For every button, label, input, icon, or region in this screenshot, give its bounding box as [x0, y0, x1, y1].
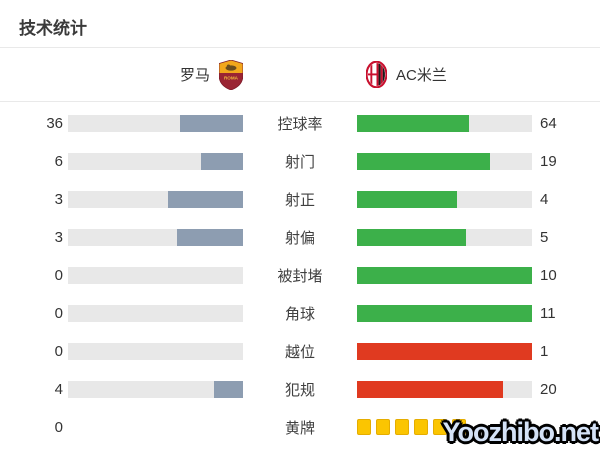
home-value: 0	[54, 342, 63, 360]
home-value: 0	[54, 418, 63, 436]
stat-row: 36 控球率 64	[0, 104, 600, 142]
away-value: 20	[540, 380, 557, 398]
home-bar-fill	[177, 228, 243, 246]
stat-label: 射门	[284, 153, 315, 171]
stat-row: 3 射偏 5	[0, 218, 600, 256]
home-bar	[68, 190, 243, 208]
home-bar	[68, 304, 243, 322]
watermark: Yoozhibo.net	[442, 417, 599, 447]
away-bar	[357, 190, 532, 208]
away-bar	[357, 266, 532, 284]
stat-label: 黄牌	[284, 419, 315, 437]
stat-row: 0 被封堵 10	[0, 256, 600, 294]
away-bar	[357, 342, 532, 360]
away-bar-fill	[357, 190, 457, 208]
home-bar-fill	[213, 380, 243, 398]
divider-top	[0, 47, 600, 48]
away-value: 19	[540, 152, 557, 170]
teams-header: 罗马 ROMA	[0, 48, 600, 101]
away-yellow-cards	[357, 419, 532, 435]
away-value: 10	[540, 266, 557, 284]
stat-row: 0 黄牌	[0, 408, 600, 446]
stat-label: 射偏	[284, 229, 315, 247]
home-bar	[68, 266, 243, 284]
home-bar-fill	[168, 190, 243, 208]
away-bar-fill	[357, 380, 503, 398]
stat-row: 0 越位 1	[0, 332, 600, 370]
home-value: 0	[54, 304, 63, 322]
home-team-name: 罗马	[179, 67, 210, 84]
away-value: 64	[540, 114, 557, 132]
home-bar	[68, 380, 243, 398]
away-bar	[357, 304, 532, 322]
stats-rows: 36 控球率 64 6 射门 19 3 射正 4 3 射偏 5 0 被封堵 10 0 角球 11 0 越位 1 4 犯规 20…	[0, 102, 600, 446]
away-bar-fill	[357, 266, 532, 284]
home-bar	[68, 114, 243, 132]
away-bar-fill	[357, 342, 532, 360]
away-team-name: AC米兰	[396, 67, 447, 84]
away-value: 11	[540, 304, 556, 322]
stat-label: 射正	[284, 191, 315, 209]
home-bar	[68, 342, 243, 360]
home-value: 3	[54, 190, 63, 208]
home-team-header: 罗马 ROMA	[0, 59, 300, 90]
away-bar-fill	[357, 152, 490, 170]
away-value: 1	[540, 342, 549, 360]
svg-text:ROMA: ROMA	[224, 75, 239, 80]
home-bar-fill	[201, 152, 243, 170]
roma-crest-icon: ROMA	[219, 59, 243, 90]
home-value: 36	[46, 114, 63, 132]
page-title: 技术统计	[19, 19, 87, 38]
yellow-card-icon	[433, 419, 447, 435]
away-bar	[357, 152, 532, 170]
away-bar	[357, 114, 532, 132]
divider-header	[0, 101, 600, 102]
away-bar-fill	[357, 228, 467, 246]
stat-label: 被封堵	[277, 267, 323, 285]
stat-label: 控球率	[277, 115, 323, 133]
away-bar-fill	[357, 304, 532, 322]
yellow-card-icon	[395, 419, 409, 435]
stat-label: 越位	[284, 343, 315, 361]
home-value: 0	[54, 266, 63, 284]
away-bar	[357, 380, 532, 398]
home-value: 4	[54, 380, 63, 398]
stat-label: 角球	[284, 305, 315, 323]
stat-row: 6 射门 19	[0, 142, 600, 180]
ac-milan-crest-icon	[366, 61, 387, 88]
away-value: 5	[540, 228, 549, 246]
stat-row: 4 犯规 20	[0, 370, 600, 408]
home-value: 6	[54, 152, 63, 170]
home-bar	[68, 228, 243, 246]
yellow-card-icon	[376, 419, 390, 435]
stat-row: 3 射正 4	[0, 180, 600, 218]
yellow-card-icon	[414, 419, 428, 435]
home-bar	[68, 419, 243, 436]
stat-label: 犯规	[284, 381, 315, 399]
away-bar	[357, 228, 532, 246]
home-bar-fill	[180, 114, 243, 132]
stat-row: 0 角球 11	[0, 294, 600, 332]
home-value: 3	[54, 228, 63, 246]
away-team-header: AC米兰	[300, 61, 600, 88]
yellow-card-icon	[452, 419, 466, 435]
home-bar	[68, 152, 243, 170]
yellow-card-icon	[357, 419, 371, 435]
away-bar-fill	[357, 114, 469, 132]
away-value: 4	[540, 190, 549, 208]
